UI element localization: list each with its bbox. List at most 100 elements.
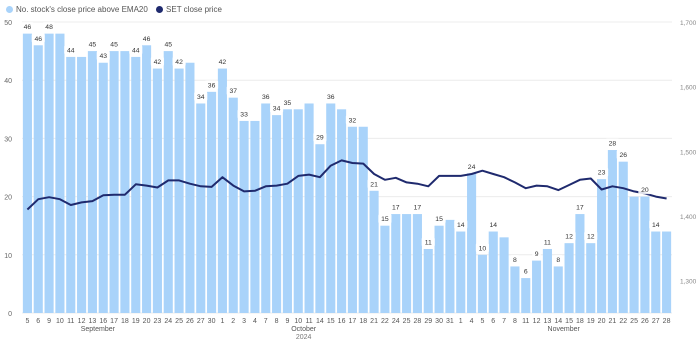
bar[interactable]	[326, 103, 336, 313]
x-tick-label: 30	[435, 318, 443, 325]
x-tick-label: 28	[663, 318, 671, 325]
bar[interactable]	[488, 231, 498, 313]
data-label: 33	[237, 109, 251, 119]
bar[interactable]	[109, 51, 119, 313]
bar[interactable]	[207, 91, 217, 313]
data-label: 42	[150, 57, 165, 67]
legend-item-bars[interactable]: No. stock's close price above EMA20	[6, 5, 150, 14]
bar[interactable]	[640, 196, 650, 313]
bar[interactable]	[217, 68, 227, 313]
bar[interactable]	[272, 115, 282, 314]
bar[interactable]	[261, 103, 271, 313]
data-label-text: 29	[316, 135, 324, 142]
bar[interactable]	[499, 237, 509, 313]
data-labels: 4646484445434544464245423436423733363435…	[20, 22, 663, 276]
bar[interactable]	[445, 219, 455, 313]
bar[interactable]	[586, 243, 596, 313]
bar[interactable]	[33, 45, 43, 313]
bar[interactable]	[196, 103, 206, 313]
legend-label-bars: No. stock's close price above EMA20	[16, 5, 148, 14]
bar[interactable]	[542, 248, 552, 313]
x-tick-label: 11	[522, 318, 529, 325]
data-label: 10	[475, 243, 490, 253]
data-label-text: 32	[349, 117, 357, 124]
bar[interactable]	[391, 214, 401, 313]
bar[interactable]	[467, 173, 477, 313]
x-tick-label: 27	[652, 318, 660, 325]
x-tick-label: 18	[359, 318, 367, 325]
data-label-text: 45	[110, 42, 118, 49]
bar[interactable]	[22, 33, 32, 313]
x-tick-label: 20	[143, 318, 151, 325]
data-label-text: 9	[535, 251, 539, 258]
data-label: 24	[464, 161, 479, 171]
bar[interactable]	[239, 120, 249, 313]
bar[interactable]	[618, 161, 628, 313]
x-tick-label: 8	[513, 318, 517, 325]
bar[interactable]	[163, 51, 173, 313]
data-label-text: 14	[652, 222, 660, 229]
bar[interactable]	[532, 260, 542, 313]
bar[interactable]	[564, 243, 574, 313]
data-label: 28	[605, 138, 620, 148]
bar[interactable]	[66, 56, 76, 314]
data-label: 29	[313, 132, 327, 142]
data-label: 32	[345, 115, 360, 125]
bar[interactable]	[575, 214, 585, 313]
bar[interactable]	[662, 231, 672, 313]
bar[interactable]	[55, 33, 65, 313]
bar[interactable]	[44, 33, 54, 313]
bar[interactable]	[423, 248, 433, 313]
bar[interactable]	[98, 62, 108, 313]
bar[interactable]	[337, 109, 347, 313]
legend-item-line[interactable]: SET close price	[156, 5, 222, 14]
bar[interactable]	[369, 190, 379, 313]
bar[interactable]	[250, 120, 260, 313]
bar[interactable]	[510, 266, 520, 313]
x-tick-label: 19	[132, 318, 140, 325]
bar[interactable]	[456, 231, 466, 313]
bar[interactable]	[412, 214, 422, 313]
x-tick-label: 18	[121, 318, 129, 325]
x-tick-label: 22	[619, 318, 627, 325]
data-label-text: 35	[284, 100, 292, 107]
bar[interactable]	[185, 62, 195, 313]
month-label: October	[291, 326, 317, 333]
bar[interactable]	[477, 254, 487, 313]
bar[interactable]	[347, 126, 357, 313]
bar[interactable]	[87, 51, 97, 313]
x-tick-label: 9	[285, 318, 289, 325]
data-label-text: 14	[489, 222, 497, 229]
data-label-text: 8	[556, 257, 560, 264]
bar[interactable]	[597, 179, 607, 313]
bar[interactable]	[142, 45, 152, 313]
data-label: 14	[649, 220, 663, 230]
bar[interactable]	[358, 126, 368, 313]
data-label: 44	[64, 45, 78, 55]
data-label-text: 46	[34, 36, 42, 43]
bar[interactable]	[315, 144, 325, 313]
bar[interactable]	[380, 225, 390, 313]
set-close-price-line[interactable]	[26, 159, 667, 211]
data-label: 14	[454, 220, 468, 230]
bar[interactable]	[402, 214, 412, 313]
bar[interactable]	[304, 103, 314, 313]
bar[interactable]	[174, 68, 184, 313]
data-label-bg	[280, 97, 295, 107]
bar[interactable]	[120, 51, 130, 313]
bar[interactable]	[228, 97, 238, 313]
bar[interactable]	[293, 109, 303, 313]
bar[interactable]	[434, 225, 444, 313]
bar[interactable]	[521, 278, 531, 313]
x-tick-label: 15	[327, 318, 335, 325]
data-label: 17	[389, 202, 403, 212]
bar[interactable]	[77, 56, 87, 314]
data-label: 12	[584, 231, 598, 241]
bar[interactable]	[553, 266, 563, 313]
bar[interactable]	[629, 196, 639, 313]
bar[interactable]	[282, 109, 292, 313]
bar[interactable]	[152, 68, 162, 313]
x-tick-label: 24	[164, 318, 172, 325]
bar[interactable]	[607, 150, 617, 313]
bar[interactable]	[651, 231, 661, 313]
